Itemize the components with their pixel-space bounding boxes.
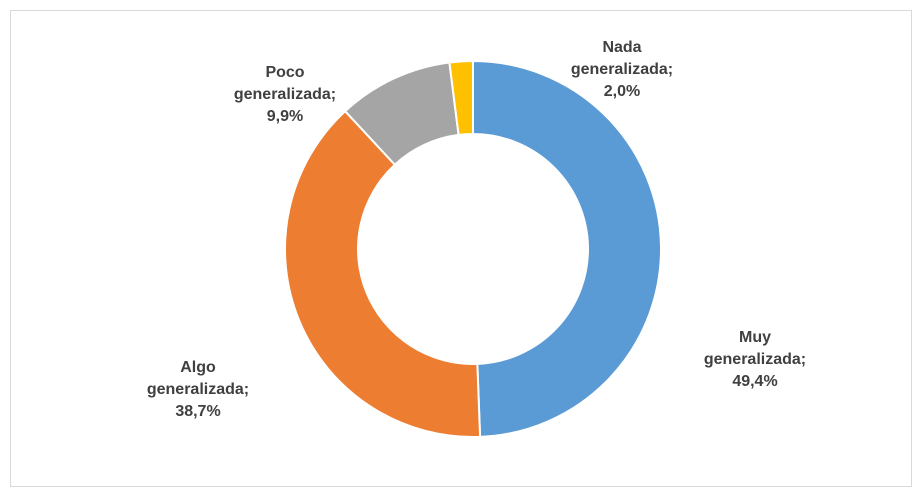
donut-segment bbox=[448, 59, 474, 137]
category-label-line: generalizada bbox=[147, 381, 244, 398]
value-label: 9,9% bbox=[267, 108, 303, 125]
category-label-line: Algo bbox=[180, 359, 216, 376]
value-label: 49,4% bbox=[732, 373, 777, 390]
category-label: Poco generalizada; bbox=[234, 64, 336, 103]
donut-segment bbox=[284, 109, 482, 438]
category-label: Muy generalizada; bbox=[704, 329, 806, 368]
label-separator: ; bbox=[244, 381, 249, 398]
label-separator: ; bbox=[668, 61, 673, 78]
category-label-line: generalizada bbox=[234, 86, 331, 103]
label-separator: ; bbox=[331, 86, 336, 103]
label-separator: ; bbox=[801, 351, 806, 368]
category-label: Algo generalizada; bbox=[147, 359, 249, 398]
category-label-line: Nada bbox=[602, 39, 641, 56]
donut-segment bbox=[472, 59, 662, 438]
category-label-line: generalizada bbox=[704, 351, 801, 368]
value-label: 2,0% bbox=[604, 83, 640, 100]
category-label-line: Muy bbox=[739, 329, 771, 346]
category-label-line: Poco bbox=[265, 64, 304, 81]
category-label-line: generalizada bbox=[571, 61, 668, 78]
category-label: Nada generalizada; bbox=[571, 39, 673, 78]
value-label: 38,7% bbox=[175, 403, 220, 420]
